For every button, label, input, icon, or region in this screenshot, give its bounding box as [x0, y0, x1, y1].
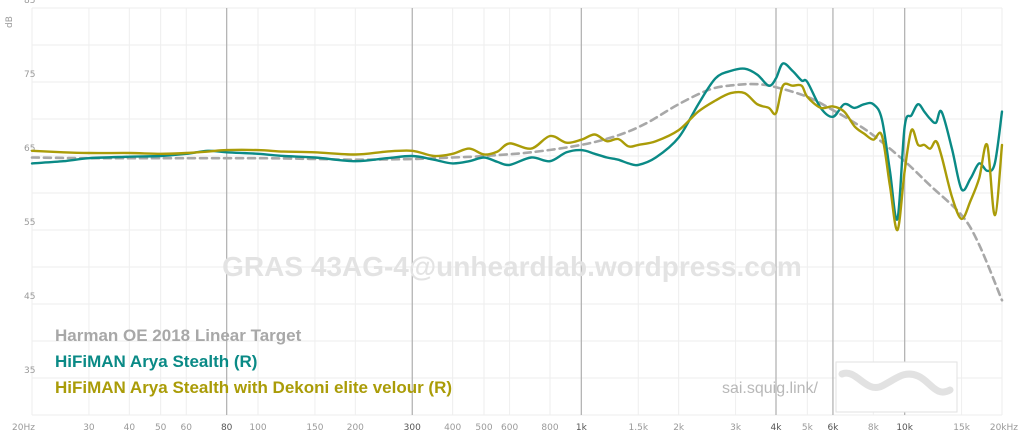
x-tick-label: 600: [501, 423, 518, 433]
x-tick-label: 40: [124, 423, 136, 433]
watermark-text: GRAS 43AG-4@unheardlab.wordpress.com: [222, 251, 802, 282]
y-tick-label: 65: [24, 144, 35, 154]
x-tick-label: 30: [83, 423, 95, 433]
x-tick-label: 15k: [953, 423, 970, 433]
series-line-1[interactable]: [30, 62, 1004, 221]
x-tick-label: 150: [306, 423, 323, 433]
x-tick-label: 200: [347, 423, 364, 433]
legend-item-target[interactable]: Harman OE 2018 Linear Target: [55, 326, 302, 345]
x-tick-label: 100: [249, 423, 266, 433]
x-tick-label: 800: [541, 423, 558, 433]
chart-grid: [31, 7, 1003, 416]
x-axis-labels: 20Hz 30 40 50 60 80 100 150 200 300 400 500 600 800 1k…: [12, 423, 1018, 433]
site-url[interactable]: sai.squig.link/: [722, 380, 819, 397]
x-tick-label: 3k: [730, 423, 742, 433]
y-tick-label: 85: [24, 0, 35, 6]
y-tick-label: 45: [24, 292, 35, 302]
x-tick-label: 400: [444, 423, 461, 433]
y-axis-labels: 35 45 55 65 75 85: [24, 0, 35, 376]
x-tick-label: 5k: [802, 423, 814, 433]
y-tick-label: 55: [24, 218, 35, 228]
legend-item-arya-stealth[interactable]: HiFiMAN Arya Stealth (R): [55, 352, 257, 371]
series-line-0[interactable]: [30, 82, 1004, 302]
x-tick-label: 10k: [896, 423, 913, 433]
y-tick-label: 75: [24, 70, 35, 80]
series-line-2[interactable]: [30, 82, 1004, 232]
x-tick-label: 1k: [576, 423, 588, 433]
x-tick-label: 50: [155, 423, 167, 433]
x-tick-label: 8k: [868, 423, 880, 433]
y-tick-label: 35: [24, 366, 35, 376]
x-tick-label: 60: [181, 423, 193, 433]
x-tick-label: 4k: [771, 423, 783, 433]
legend-item-arya-stealth-dekoni[interactable]: HiFiMAN Arya Stealth with Dekoni elite v…: [55, 378, 452, 397]
x-tick-label: 2k: [673, 423, 685, 433]
x-tick-label: 300: [404, 423, 421, 433]
x-tick-label: 6k: [827, 423, 839, 433]
x-tick-label: 20kHz: [990, 423, 1018, 433]
squiglink-logo: [835, 361, 958, 413]
series-lines: [30, 62, 1004, 302]
x-tick-label: 1.5k: [629, 423, 649, 433]
x-tick-label: 500: [475, 423, 492, 433]
x-tick-label: 80: [221, 423, 233, 433]
y-axis-title: dB: [5, 16, 15, 28]
x-tick-label: 20Hz: [12, 423, 35, 433]
